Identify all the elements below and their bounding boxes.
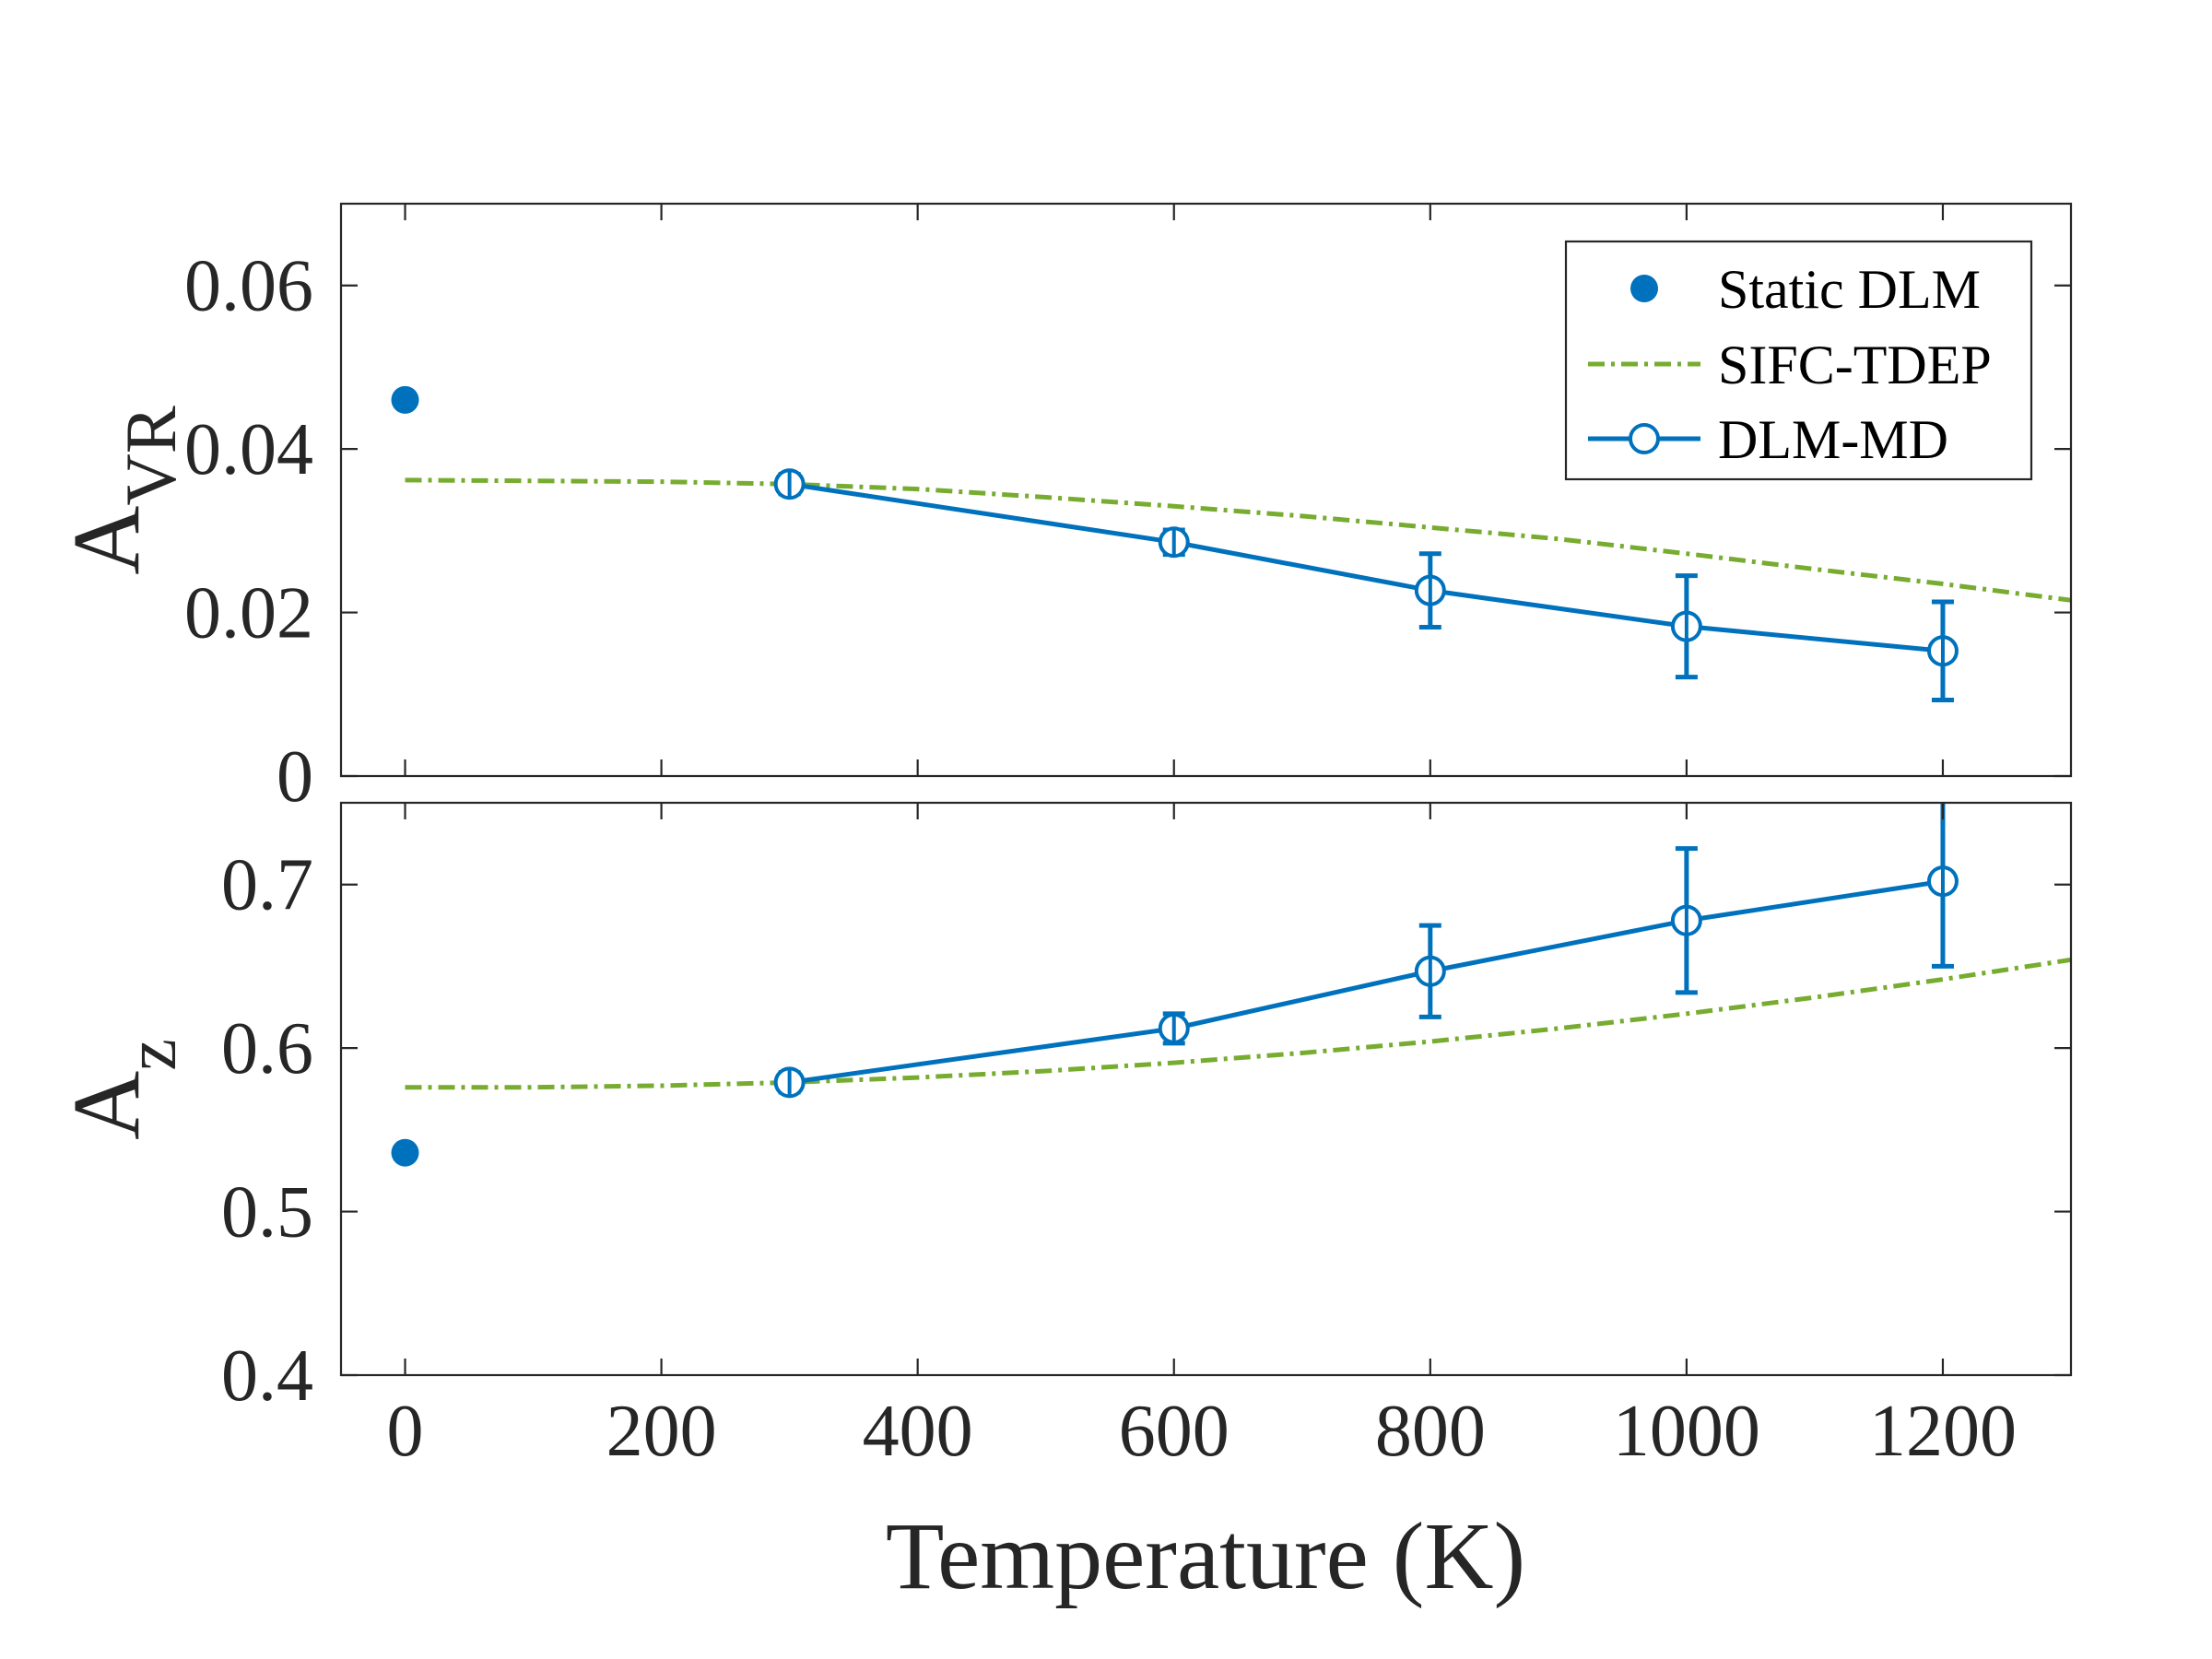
top-plot-area — [391, 385, 2071, 702]
x-tick-label: 1200 — [1869, 1391, 2017, 1472]
top-axes-frame — [339, 202, 2073, 778]
top-y-axis-label: AVR — [53, 406, 191, 574]
x-tick-label: 0 — [387, 1391, 424, 1472]
legend: Static DLM SIFC-TDEP DLM-MD — [1564, 240, 2033, 481]
legend-label-dlm-md: DLM-MD — [1718, 409, 1948, 470]
top-ticks — [341, 204, 2071, 778]
x-tick-labels: 0 200 400 600 800 1000 1200 — [387, 1391, 2017, 1472]
top-static-dlm-point — [391, 385, 419, 414]
bottom-panel: 0.4 0.5 0.6 0.7 0 200 400 600 800 1000 1200 Az Te… — [53, 801, 2073, 1609]
top-y-axis-label-sub: VR — [111, 406, 191, 505]
bottom-plot-area — [391, 803, 2071, 1167]
bottom-y-axis-label-sub: z — [111, 1039, 191, 1071]
bottom-static-dlm-point — [391, 1138, 419, 1167]
x-tick-label: 200 — [606, 1391, 717, 1472]
bottom-y-tick-label: 0.6 — [221, 1008, 313, 1089]
legend-swatch-dlm-md-marker — [1629, 423, 1660, 454]
legend-label-static-dlm: Static DLM — [1718, 259, 1981, 320]
top-y-tick-label: 0.06 — [184, 246, 313, 327]
bottom-y-axis-label-main: A — [53, 1071, 159, 1140]
top-y-axis-label-main: A — [53, 506, 159, 575]
x-tick-label: 1000 — [1613, 1391, 1760, 1472]
top-y-tick-labels: 0 0.02 0.04 0.06 — [184, 246, 313, 818]
bottom-y-axis-label: Az — [53, 1039, 191, 1140]
bottom-y-tick-label: 0.5 — [221, 1172, 313, 1253]
bottom-ticks — [341, 803, 2071, 1377]
bottom-axes-frame — [339, 801, 2073, 1377]
top-panel: 0 0.02 0.04 0.06 AVR — [53, 202, 2073, 818]
bottom-y-tick-label: 0.7 — [221, 845, 313, 926]
top-series-group — [391, 385, 2071, 702]
top-y-tick-label: 0.02 — [184, 573, 313, 654]
top-y-tick-label: 0 — [276, 736, 313, 818]
bottom-y-tick-labels: 0.4 0.5 0.6 0.7 — [221, 845, 313, 1417]
top-y-tick-label: 0.04 — [184, 409, 313, 490]
bottom-series-sifc-tdep — [405, 957, 2071, 1090]
bottom-series-group — [391, 803, 2071, 1167]
x-tick-label: 600 — [1119, 1391, 1230, 1472]
top-series-sifc-tdep — [405, 477, 2071, 603]
bottom-y-tick-label: 0.4 — [221, 1335, 313, 1417]
legend-swatch-static-dlm — [1630, 275, 1658, 302]
x-axis-label: Temperature (K) — [886, 1503, 1525, 1609]
legend-label-sifc-tdep: SIFC-TDEP — [1718, 335, 1992, 395]
x-tick-label: 800 — [1375, 1391, 1486, 1472]
x-tick-label: 400 — [863, 1391, 973, 1472]
